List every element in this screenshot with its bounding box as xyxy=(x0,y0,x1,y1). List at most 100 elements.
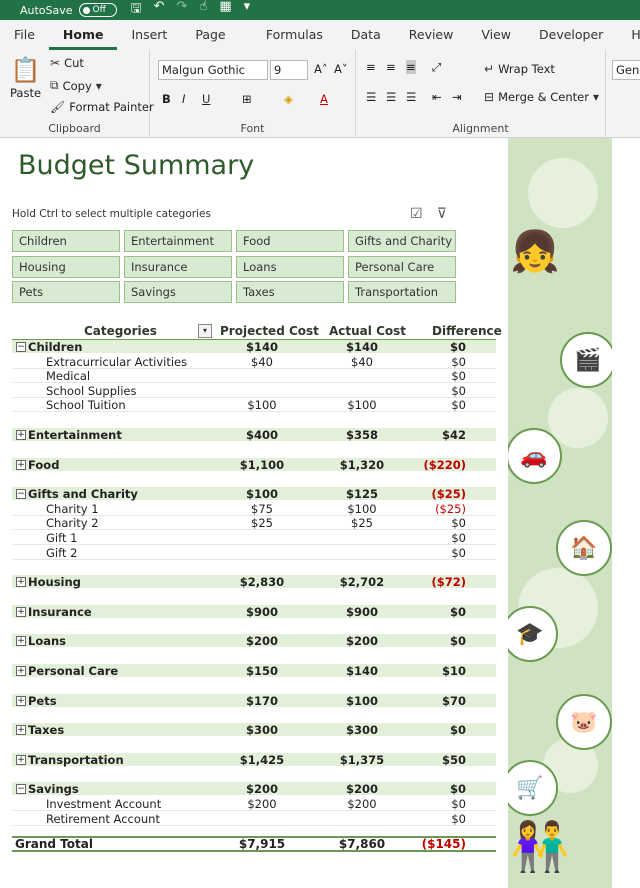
collapse-icon[interactable]: − xyxy=(16,489,26,500)
underline-button[interactable]: U xyxy=(202,92,211,106)
slicer-item[interactable]: Gifts and Charity xyxy=(348,230,456,252)
redo-icon[interactable]: ↷ xyxy=(176,0,188,14)
expand-icon[interactable]: + xyxy=(16,695,26,706)
slicer-item[interactable]: Insurance xyxy=(124,256,232,278)
italic-button[interactable]: I xyxy=(182,92,186,106)
collapse-icon[interactable]: − xyxy=(16,784,26,795)
row-actual: $2,702 xyxy=(339,575,385,590)
collapse-icon[interactable]: − xyxy=(16,342,26,352)
slicer-item[interactable]: Housing xyxy=(12,256,120,278)
undo-icon[interactable]: ↶ xyxy=(153,0,165,14)
row-difference: $0 xyxy=(451,354,466,369)
bold-button[interactable]: B xyxy=(162,92,171,106)
tab-review[interactable]: Review xyxy=(408,27,454,42)
slicer-item[interactable]: Loans xyxy=(236,256,344,278)
font-size-combo[interactable]: 9 xyxy=(270,60,308,80)
paste-button[interactable]: 📋 Paste xyxy=(10,56,42,100)
tab-help[interactable]: Help xyxy=(631,27,640,42)
tab-file[interactable]: File xyxy=(14,27,35,42)
fill-color-icon[interactable]: ◈ xyxy=(284,92,293,106)
row-name: Savings xyxy=(28,782,79,797)
item-row: Retirement Account $0 xyxy=(12,812,496,826)
item-row: Charity 1 $75 $100 ($25) xyxy=(12,502,496,516)
row-difference: $0 xyxy=(451,531,466,545)
expand-icon[interactable]: + xyxy=(16,754,26,765)
row-difference: $0 xyxy=(449,782,466,797)
tab-developer[interactable]: Developer xyxy=(539,27,604,42)
tab-view[interactable]: View xyxy=(481,27,512,42)
row-difference: $0 xyxy=(451,516,466,531)
tab-page-layout[interactable]: Page Layout xyxy=(195,27,238,72)
row-name: Children xyxy=(28,340,83,354)
row-actual: $1,375 xyxy=(339,752,385,767)
slicer-item[interactable]: Transportation xyxy=(348,281,456,303)
row-difference: $0 xyxy=(451,545,466,560)
slicer-item[interactable]: Food xyxy=(236,230,344,252)
piggy-bank-icon: 🐷 xyxy=(556,694,612,750)
autosave-toggle[interactable]: Off xyxy=(78,3,117,17)
tab-formulas[interactable]: Formulas xyxy=(265,27,323,42)
multi-select-icon[interactable]: ☑ xyxy=(410,206,423,222)
expand-icon[interactable]: + xyxy=(16,725,26,736)
tab-data[interactable]: Data xyxy=(350,27,381,42)
merge-center-button[interactable]: ⊟ Merge & Center ▾ xyxy=(484,90,599,104)
category-row: + Transportation $1,425 $1,375 $50 xyxy=(12,752,496,767)
row-projected: $170 xyxy=(245,693,278,708)
category-row: + Pets $170 $100 $70 xyxy=(12,693,496,708)
expand-icon[interactable]: + xyxy=(16,636,26,647)
tab-home[interactable]: Home xyxy=(48,20,118,50)
form-icon[interactable]: ▦ xyxy=(219,0,232,14)
row-difference: $0 xyxy=(449,723,466,738)
slicer-item[interactable]: Personal Care xyxy=(348,256,456,278)
slicer-item[interactable]: Pets xyxy=(12,281,120,303)
align-top-icon[interactable]: ≡ xyxy=(366,60,376,74)
align-left-icon[interactable]: ☰ xyxy=(366,90,377,104)
decorative-side-panel: 🎬 🚗 🏠 🎓 🐷 🛒 👧 👫 xyxy=(508,138,612,888)
row-projected: $75 xyxy=(251,501,273,516)
decrease-indent-icon[interactable]: ⇤ xyxy=(432,90,442,104)
number-format-combo[interactable]: Gene xyxy=(612,60,640,80)
filter-dropdown-icon[interactable]: ▾ xyxy=(198,324,212,338)
borders-icon[interactable]: ⊞ xyxy=(242,92,252,106)
orientation-icon[interactable]: ⤢ xyxy=(432,60,442,74)
slicer-item[interactable]: Entertainment xyxy=(124,230,232,252)
expand-icon[interactable]: + xyxy=(16,606,26,617)
align-right-icon[interactable]: ☰ xyxy=(406,90,417,104)
copy-button[interactable]: ⧉ Copy ▾ xyxy=(50,78,102,93)
row-projected: $2,830 xyxy=(239,575,285,590)
shrink-font-button[interactable]: A˅ xyxy=(334,62,348,76)
font-group-label: Font xyxy=(240,122,265,135)
header-projected: Projected Cost xyxy=(220,324,319,338)
align-bottom-icon[interactable]: ≡ xyxy=(406,60,416,74)
save-icon[interactable]: 🖫 xyxy=(130,1,142,16)
slicer-item[interactable]: Savings xyxy=(124,281,232,303)
font-name-combo[interactable]: Malgun Gothic xyxy=(158,60,268,80)
expand-icon[interactable]: + xyxy=(16,577,26,588)
expand-icon[interactable]: + xyxy=(16,459,26,470)
row-name: Gift 2 xyxy=(46,545,78,560)
align-middle-icon[interactable]: ≡ xyxy=(386,60,396,74)
increase-indent-icon[interactable]: ⇥ xyxy=(452,90,462,104)
tab-insert[interactable]: Insert xyxy=(131,27,168,42)
copy-icon: ⧉ xyxy=(50,78,59,92)
slicer-item[interactable]: Taxes xyxy=(236,281,344,303)
expand-icon[interactable]: + xyxy=(16,430,26,440)
grow-font-button[interactable]: A˄ xyxy=(314,62,328,76)
slicer-item[interactable]: Children xyxy=(12,230,120,252)
align-center-icon[interactable]: ☰ xyxy=(386,90,397,104)
row-difference: $10 xyxy=(441,664,466,678)
item-row: School Tuition $100 $100 $0 xyxy=(12,398,496,413)
touch-mode-icon[interactable]: ☝ xyxy=(199,0,208,14)
customize-icon[interactable]: ▾ xyxy=(243,0,251,14)
format-painter-button[interactable]: 🖌 Format Painter xyxy=(50,100,154,114)
row-actual: $1,320 xyxy=(339,457,385,472)
expand-icon[interactable]: + xyxy=(16,666,26,676)
item-row: Gift 2 $0 xyxy=(12,546,496,560)
clear-filter-icon[interactable]: ⊽ xyxy=(436,206,447,222)
cut-button[interactable]: ✂ Cut xyxy=(50,56,84,70)
row-name: Gift 1 xyxy=(46,531,78,545)
font-color-icon[interactable]: A xyxy=(320,92,328,106)
row-projected: $300 xyxy=(245,723,278,738)
category-row: + Food $1,100 $1,320 ($220) xyxy=(12,457,496,472)
wrap-text-button[interactable]: ↵ Wrap Text xyxy=(484,62,555,76)
